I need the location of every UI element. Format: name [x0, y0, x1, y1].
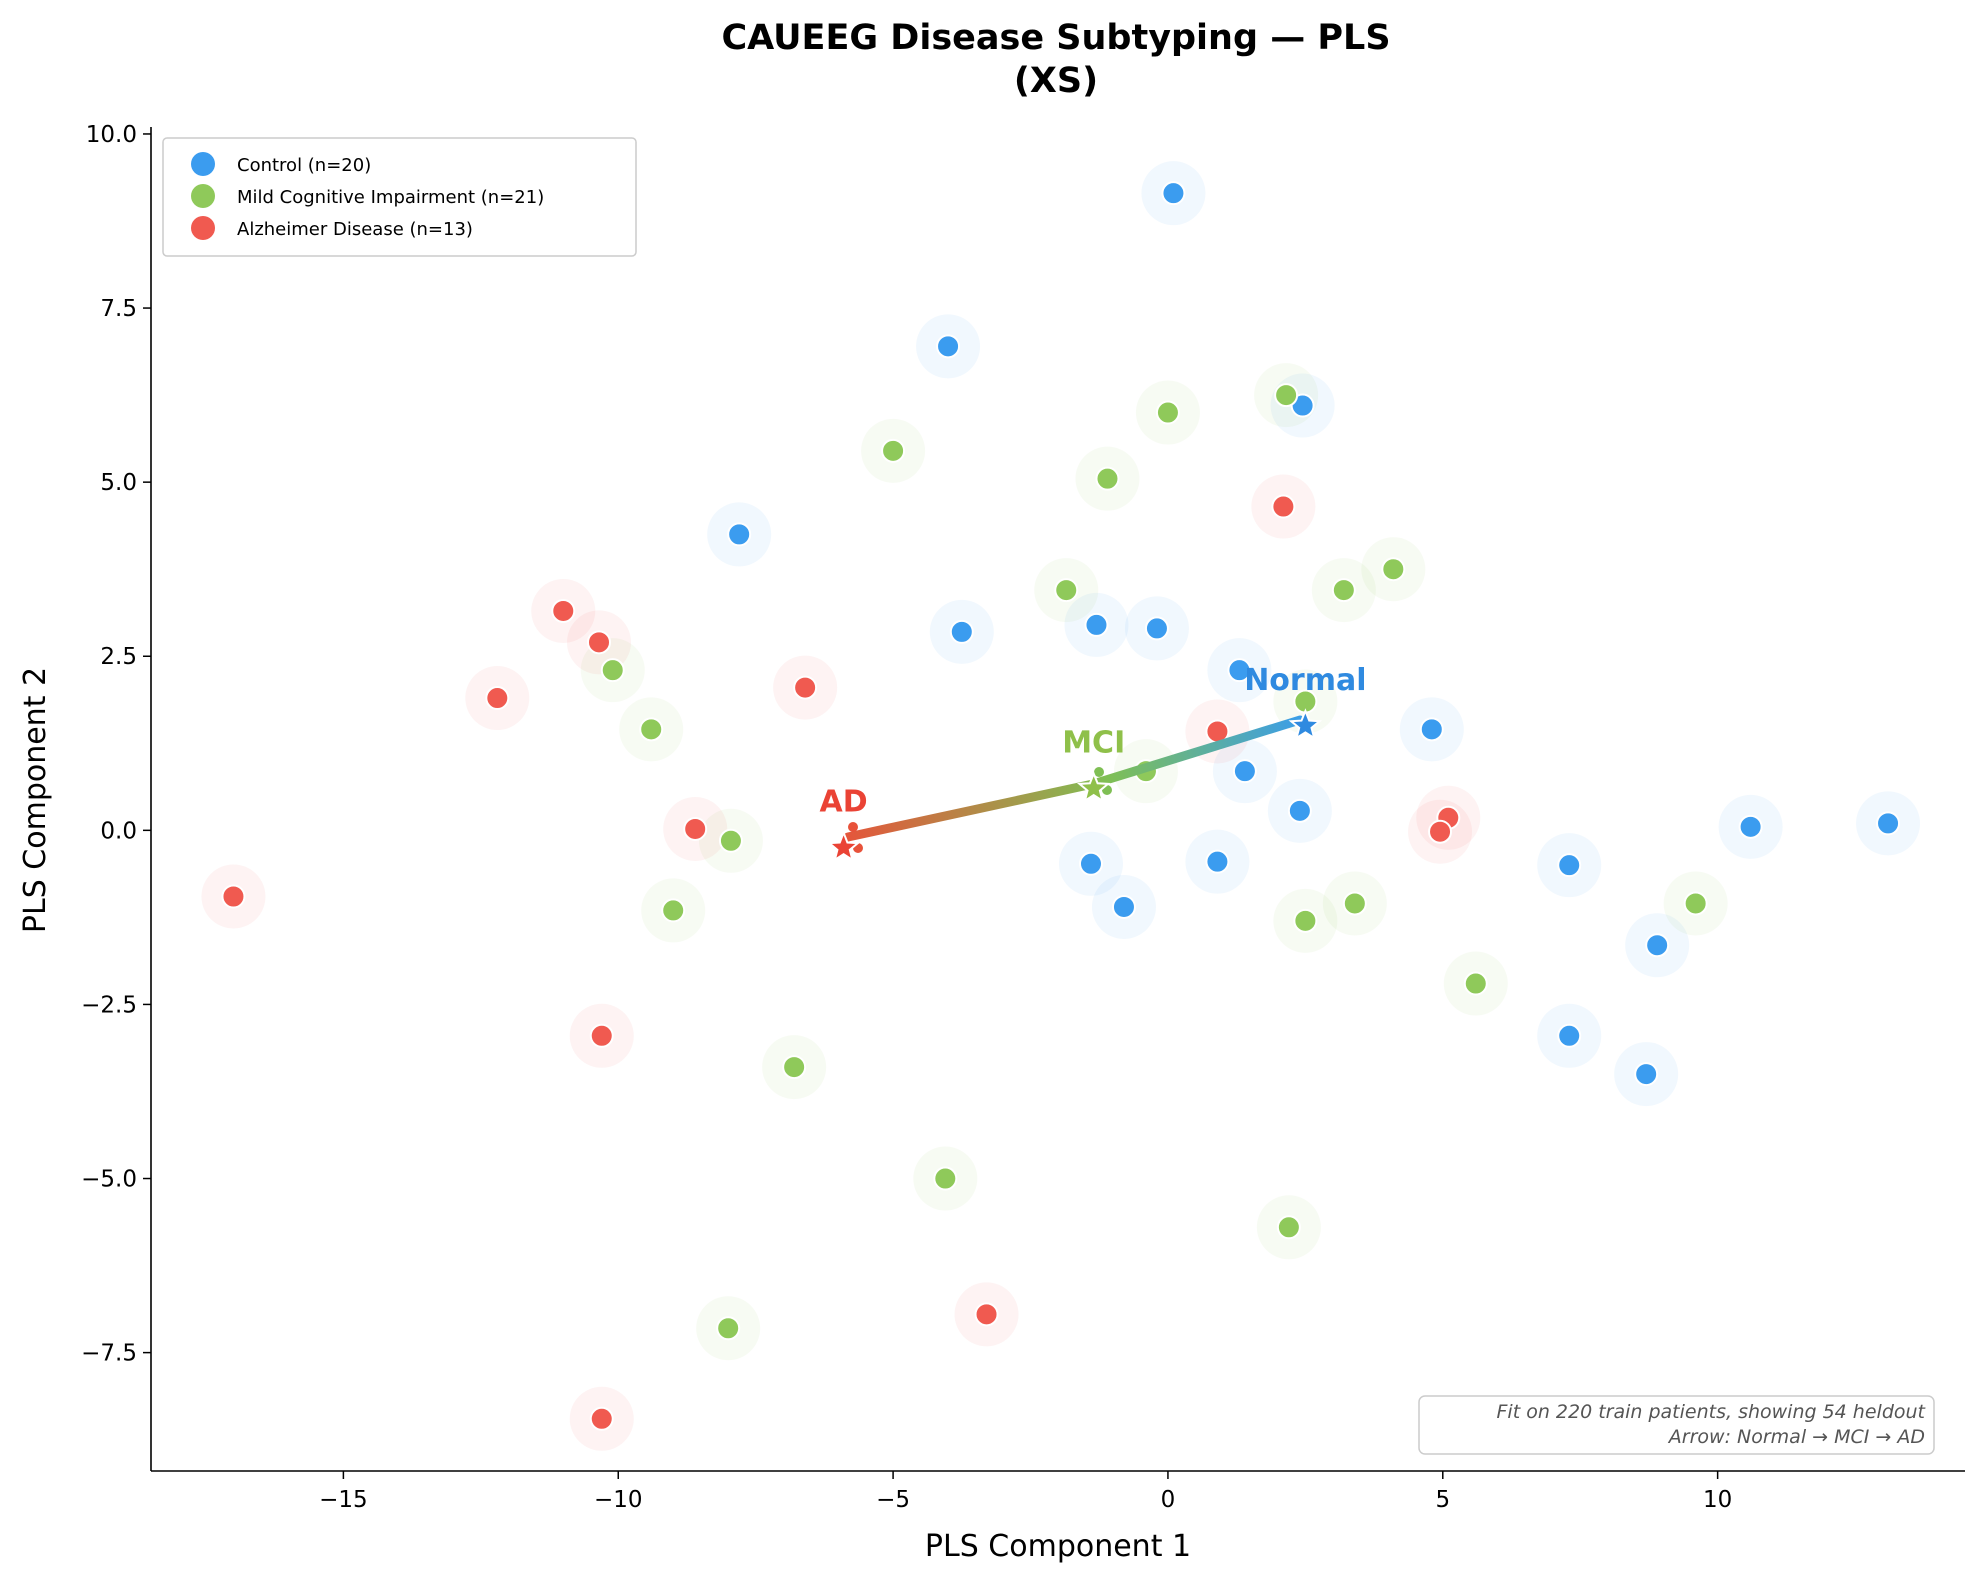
point-mci-3	[881, 438, 906, 463]
point-control-13	[1111, 894, 1136, 919]
y-tick-label: 7.5	[100, 296, 137, 322]
point-control-11	[1419, 717, 1444, 742]
point-mci-1	[1274, 383, 1299, 408]
point-control-2	[936, 334, 961, 359]
y-tick-label: −7.5	[81, 1341, 137, 1367]
point-ad-4	[485, 686, 510, 711]
point-mci-12	[718, 828, 743, 853]
point-ad-12	[974, 1302, 999, 1327]
point-control-5	[949, 619, 974, 644]
x-axis-label: PLS Component 1	[925, 1529, 1191, 1564]
centroid-star-ad	[826, 829, 861, 863]
footnote-frame	[1418, 1395, 1935, 1455]
centroid-label-mci: MCI	[1062, 726, 1125, 761]
point-mci-4	[1095, 466, 1120, 491]
point-halos	[201, 161, 1921, 1451]
point-control-8	[1227, 658, 1252, 683]
point-control-17	[1876, 811, 1901, 836]
legend-label-ad: Alzheimer Disease (n=13)	[237, 219, 473, 240]
point-control-4	[727, 522, 752, 547]
point-mci-17	[1463, 971, 1488, 996]
y-tick-label: 2.5	[100, 644, 137, 670]
trajectory-arrow	[843, 715, 1305, 853]
point-ad-7	[683, 816, 708, 841]
point-control-18	[1645, 933, 1670, 958]
point-mci-15	[1342, 891, 1367, 916]
arrow-head-dot	[1094, 767, 1104, 777]
point-control-7	[1144, 616, 1169, 641]
centroid-star-normal	[1288, 708, 1323, 741]
y-tick-label: 0.0	[100, 818, 137, 844]
centroid-label-normal: Normal	[1244, 663, 1366, 698]
point-ad-3	[587, 630, 612, 655]
y-tick-label: −5.0	[81, 1167, 137, 1193]
point-control-9	[1232, 759, 1257, 784]
y-tick-label: 5.0	[100, 470, 137, 496]
point-ad-2	[551, 598, 576, 623]
footnote-line-2: Arrow: Normal → MCI → AD	[1667, 1426, 1925, 1448]
point-control-10	[1287, 798, 1312, 823]
axis-ticks: −15 −10 −5 0 5 10 −7.5 −5.0 −2.5 0.0 2.5 5.0 7.5 10.0	[81, 122, 1732, 1513]
x-tick-label: −5	[876, 1487, 910, 1513]
point-mci-13	[661, 898, 686, 923]
point-control-12	[1078, 851, 1103, 876]
y-tick-label: −2.5	[81, 992, 137, 1018]
point-mci-20	[1276, 1215, 1301, 1240]
legend: Control (n=20) Mild Cognitive Impairment…	[162, 137, 637, 257]
point-ad-9	[1428, 819, 1453, 844]
trajectory-segment-normal-mci	[1088, 715, 1305, 789]
legend-marker-mci	[191, 184, 215, 208]
x-tick-label: −10	[594, 1487, 643, 1513]
point-ad-1	[1271, 494, 1296, 519]
point-ad-5	[793, 675, 818, 700]
point-ad-11	[589, 1023, 614, 1048]
point-control-6	[1084, 612, 1109, 637]
point-control-20	[1634, 1062, 1659, 1087]
point-control-15	[1557, 853, 1582, 878]
point-ad-10	[221, 884, 246, 909]
point-control-16	[1738, 814, 1763, 839]
legend-label-mci: Mild Cognitive Impairment (n=21)	[237, 187, 544, 208]
x-tick-label: −15	[319, 1487, 368, 1513]
centroid-label-ad: AD	[820, 785, 868, 820]
chart-title-line-2: (XS)	[1014, 61, 1098, 101]
point-mci-2	[1155, 400, 1180, 425]
x-tick-label: 0	[1161, 1487, 1176, 1513]
point-mci-21	[716, 1316, 741, 1341]
y-tick-label: 10.0	[86, 122, 137, 148]
arrow-head-dot	[848, 822, 858, 832]
point-mci-14	[1293, 908, 1318, 933]
point-mci-7	[1381, 557, 1406, 582]
data-points	[221, 181, 1901, 1431]
chart-title-line-1: CAUEEG Disease Subtyping — PLS	[721, 18, 1390, 58]
trajectory-segment-mci-ad	[843, 779, 1098, 842]
point-mci-5	[1054, 578, 1079, 603]
y-axis-label: PLS Component 2	[18, 667, 53, 933]
footnote-box: Fit on 220 train patients, showing 54 he…	[1418, 1395, 1935, 1455]
x-tick-label: 10	[1703, 1487, 1732, 1513]
point-mci-18	[782, 1055, 807, 1080]
legend-marker-ad	[191, 216, 215, 240]
point-mci-16	[1683, 891, 1708, 916]
legend-marker-control	[191, 152, 215, 176]
x-tick-label: 5	[1435, 1487, 1450, 1513]
point-control-14	[1205, 849, 1230, 874]
centroids: Normal MCI AD	[820, 663, 1367, 863]
point-mci-9	[639, 717, 664, 742]
point-mci-19	[933, 1166, 958, 1191]
point-control-19	[1557, 1023, 1582, 1048]
point-mci-6	[1331, 578, 1356, 603]
point-ad-13	[589, 1406, 614, 1431]
legend-frame	[162, 137, 637, 257]
point-mci-8	[600, 658, 625, 683]
point-control-1	[1161, 181, 1186, 206]
centroid-star-mci	[1076, 770, 1111, 803]
legend-label-control: Control (n=20)	[237, 155, 371, 176]
footnote-line-1: Fit on 220 train patients, showing 54 he…	[1497, 1401, 1927, 1423]
